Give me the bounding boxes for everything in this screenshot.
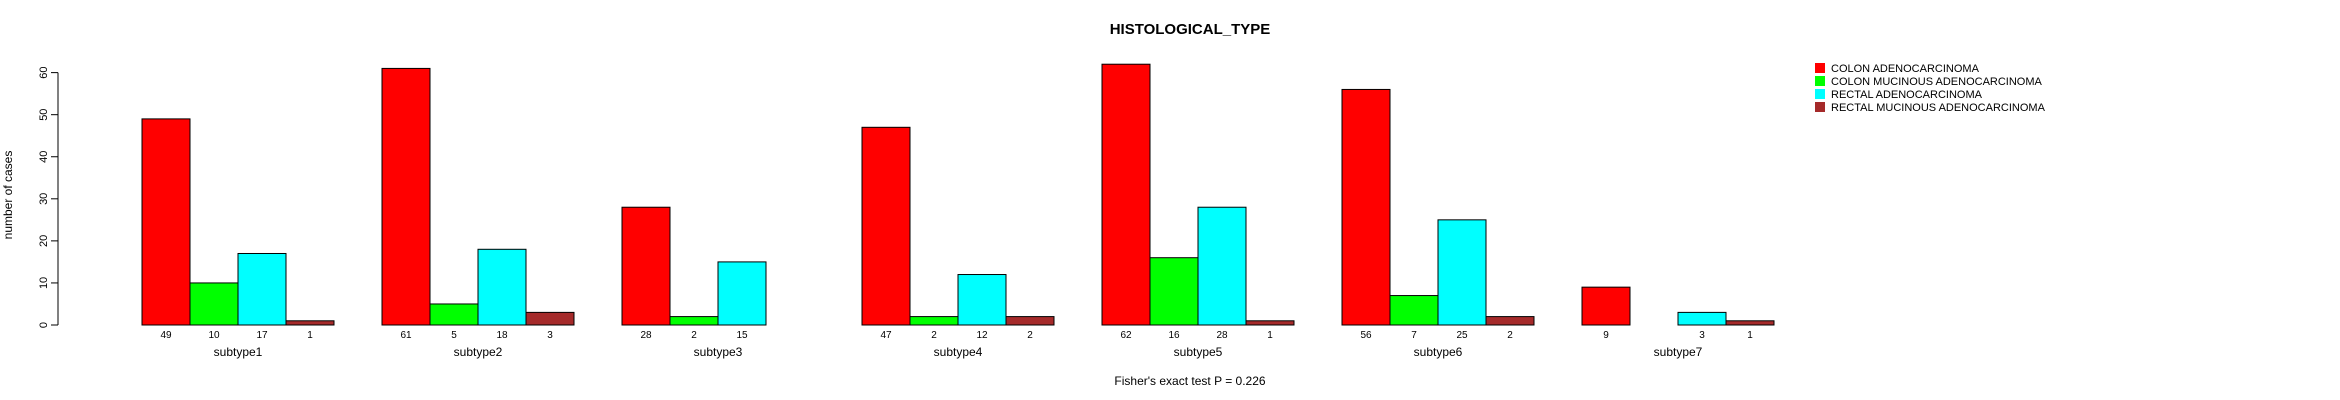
legend-swatch: [1815, 102, 1825, 112]
count-label: 15: [736, 330, 748, 341]
count-label: 2: [1507, 330, 1513, 341]
bar: [1389, 295, 1439, 326]
y-tick-label: 40: [38, 151, 50, 163]
count-label: 2: [931, 330, 937, 341]
bar: [861, 126, 911, 326]
bar: [1677, 311, 1727, 326]
bar: [1581, 286, 1631, 326]
count-label: 61: [400, 330, 412, 341]
category-label: subtype7: [1654, 345, 1703, 359]
count-label: 1: [1267, 330, 1273, 341]
count-label: 2: [691, 330, 697, 341]
category-labels: subtype1 subtype2 subtype3 subtype4 subtype5…: [214, 345, 1703, 359]
bar: [237, 252, 287, 326]
count-label: 17: [256, 330, 268, 341]
count-label: 1: [307, 330, 313, 341]
bar: [1101, 63, 1151, 326]
count-label: 25: [1456, 330, 1468, 341]
y-axis-label: number of cases: [1, 151, 15, 240]
count-label: 47: [880, 330, 892, 341]
count-label: 9: [1603, 330, 1609, 341]
category-label: subtype1: [214, 345, 263, 359]
y-tick-label: 50: [38, 109, 50, 121]
bar: [525, 311, 575, 326]
bar: [285, 320, 335, 326]
bar: [381, 67, 431, 326]
category-label: subtype6: [1414, 345, 1463, 359]
count-label: 28: [640, 330, 652, 341]
bar: [669, 316, 719, 326]
count-label: 10: [208, 330, 220, 341]
bar: [717, 261, 767, 326]
bar: [1341, 88, 1391, 326]
bar: [189, 282, 239, 326]
count-label: 18: [496, 330, 508, 341]
legend-label: COLON MUCINOUS ADENOCARCINOMA: [1831, 76, 2043, 88]
bar: [477, 248, 527, 326]
bar: [1149, 257, 1199, 326]
bar: [1197, 206, 1247, 326]
bar: [429, 303, 479, 326]
y-axis: 0 10 20 30 40 50 60: [38, 66, 59, 328]
category-label: subtype5: [1174, 345, 1223, 359]
category-label: subtype2: [454, 345, 503, 359]
bar: [1437, 219, 1487, 326]
count-label: 12: [976, 330, 988, 341]
count-label: 56: [1360, 330, 1372, 341]
footnote: Fisher's exact test P = 0.226: [1114, 374, 1265, 388]
count-labels: 49 10 17 1 61 5 18 3 28 2 15 47 2 12 2 62 16 28 1 56 7 25 2 9 3 1: [160, 330, 1753, 341]
count-label: 49: [160, 330, 172, 341]
legend-swatch: [1815, 76, 1825, 86]
legend-label: RECTAL ADENOCARCINOMA: [1831, 89, 1983, 101]
bar: [957, 274, 1007, 326]
bar: [621, 206, 671, 326]
y-tick-label: 30: [38, 193, 50, 205]
y-tick-label: 10: [38, 277, 50, 289]
category-label: subtype4: [934, 345, 983, 359]
count-label: 5: [451, 330, 457, 341]
bar: [909, 316, 959, 326]
category-label: subtype3: [694, 345, 743, 359]
legend-label: RECTAL MUCINOUS ADENOCARCINOMA: [1831, 102, 2046, 114]
bar: [141, 118, 191, 326]
count-label: 1: [1747, 330, 1753, 341]
legend-label: COLON ADENOCARCINOMA: [1831, 63, 1980, 75]
count-label: 7: [1411, 330, 1417, 341]
count-label: 62: [1120, 330, 1132, 341]
bar: [1725, 320, 1775, 326]
count-label: 3: [1699, 330, 1705, 341]
count-label: 28: [1216, 330, 1228, 341]
legend-swatch: [1815, 89, 1825, 99]
y-tick-label: 0: [38, 322, 50, 328]
legend-swatch: [1815, 63, 1825, 73]
bar: [1485, 316, 1535, 326]
bar: [1245, 320, 1295, 326]
count-label: 3: [547, 330, 553, 341]
chart-title: HISTOLOGICAL_TYPE: [1110, 21, 1271, 38]
bar: [1005, 316, 1055, 326]
bars: [141, 63, 1775, 326]
y-tick-label: 60: [38, 66, 50, 78]
count-label: 2: [1027, 330, 1033, 341]
y-tick-label: 20: [38, 235, 50, 247]
count-label: 16: [1168, 330, 1180, 341]
